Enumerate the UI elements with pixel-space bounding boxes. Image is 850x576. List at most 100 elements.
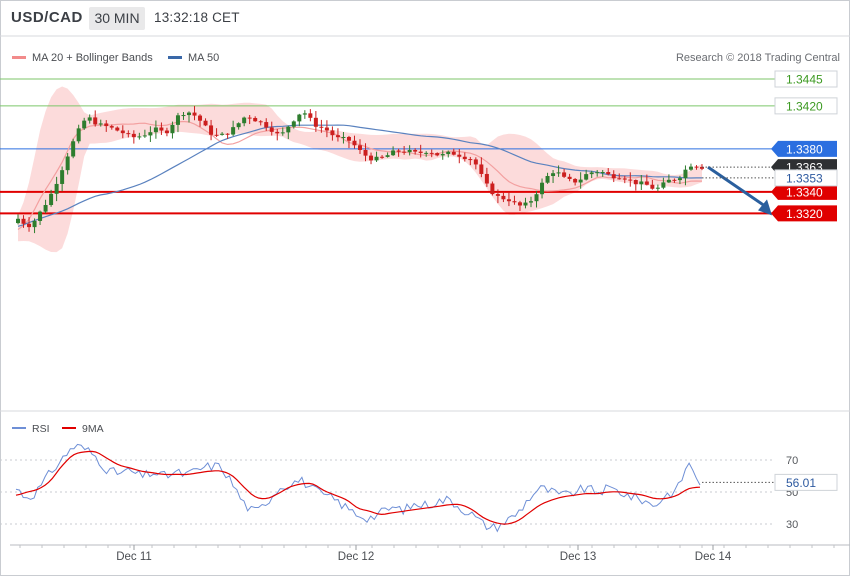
candle-body	[374, 156, 379, 161]
candle-body	[600, 172, 605, 174]
candle-body	[473, 159, 478, 165]
candle-body	[451, 151, 456, 155]
candle-body	[82, 120, 87, 129]
candle-body	[418, 151, 423, 153]
candle-body	[115, 127, 120, 131]
bollinger-band-fill	[18, 86, 702, 253]
candle-body	[253, 117, 258, 122]
candle-body	[363, 149, 368, 156]
candle-body	[225, 133, 230, 135]
candle-body	[335, 135, 340, 138]
level-tag-1.3445	[774, 70, 838, 88]
candle-body	[380, 156, 385, 158]
level-label-1.3340: 1.3340	[786, 185, 823, 199]
candle-body	[683, 169, 688, 179]
candles	[16, 105, 704, 234]
candle-body	[700, 166, 704, 169]
candle-body	[396, 150, 401, 152]
candle-body	[369, 155, 374, 161]
rsi-last-label: 56.01	[786, 476, 816, 490]
key-levels: 1.3445 1.3420 1.3380 1.3340 1.3320	[0, 70, 838, 222]
candle-body	[247, 117, 252, 119]
forecast-arrow-head	[758, 199, 772, 216]
main-legend: MA 20 + Bollinger Bands MA 50	[12, 52, 219, 64]
forecast-arrow-shaft	[707, 165, 765, 207]
candle-body	[148, 132, 153, 136]
candle-body	[495, 194, 500, 196]
candle-body	[584, 174, 589, 180]
candle-body	[203, 120, 208, 126]
candle-body	[512, 201, 517, 203]
x-tick-label: Dec 13	[560, 551, 596, 563]
x-tick-label: Dec 12	[338, 551, 374, 563]
candle-body	[573, 178, 578, 183]
candle-body	[589, 172, 594, 175]
x-tick-label: Dec 14	[695, 551, 732, 563]
candle-body	[21, 218, 26, 224]
candle-body	[16, 218, 20, 224]
symbol-label: USD/CAD	[11, 9, 83, 26]
candle-body	[457, 154, 462, 157]
rsi-line	[15, 443, 701, 533]
candle-body	[38, 211, 43, 221]
candle-body	[578, 179, 583, 183]
candle-body	[391, 150, 396, 156]
candle-body	[76, 128, 81, 142]
candle-body	[633, 180, 638, 185]
candle-body	[407, 149, 412, 153]
candle-body	[672, 179, 677, 181]
legend-swatch-rsi	[12, 427, 26, 429]
candle-body	[198, 115, 203, 121]
ma50-value-label: 1.3353	[786, 171, 823, 185]
candle-body	[324, 127, 329, 131]
candle-body	[639, 181, 644, 185]
ma50-tag	[774, 169, 838, 187]
bollinger-band	[18, 86, 702, 253]
legend-swatch-ma50	[168, 56, 182, 59]
candle-body	[236, 123, 241, 128]
candle-body	[611, 174, 616, 179]
candle-body	[330, 130, 335, 136]
candle-body	[567, 176, 572, 179]
x-axis-labels: Dec 11 Dec 12 Dec 13 Dec 14	[19, 545, 835, 563]
copyright-notice: Research © 2018 Trading Central	[676, 52, 840, 64]
level-label-1.3445: 1.3445	[786, 73, 823, 87]
candle-body	[617, 178, 622, 180]
candle-body	[137, 136, 142, 138]
candle-body	[595, 172, 600, 174]
candle-body	[655, 187, 660, 189]
candle-body	[187, 112, 191, 116]
candle-body	[402, 151, 407, 153]
candle-body	[258, 121, 263, 123]
candle-body	[131, 133, 136, 138]
candle-body	[462, 156, 467, 160]
x-tick-label: Dec 11	[116, 551, 152, 563]
level-label-1.3420: 1.3420	[786, 99, 823, 113]
candle-body	[269, 127, 274, 132]
candle-body	[313, 117, 318, 127]
level-tag-1.3380	[771, 140, 837, 157]
candle-body	[43, 205, 48, 212]
candle-body	[153, 127, 158, 133]
candle-body	[264, 122, 269, 128]
candle-body	[562, 172, 567, 177]
candle-body	[87, 117, 92, 121]
candle-body	[175, 115, 180, 125]
period-selector[interactable]: 30 MIN	[89, 7, 145, 30]
candle-body	[468, 159, 473, 161]
candle-body	[385, 155, 390, 157]
candle-body	[424, 152, 429, 154]
candle-body	[126, 133, 131, 135]
candle-body	[352, 140, 357, 146]
candle-body	[27, 223, 32, 228]
candle-body	[479, 164, 484, 174]
candle-body	[413, 149, 418, 152]
candle-body	[297, 114, 302, 122]
chart-header: USD/CAD 30 MIN 13:32:18 CET	[0, 0, 850, 36]
candle-body	[54, 183, 59, 194]
candle-body	[677, 178, 682, 181]
level-tag-1.3420	[774, 97, 838, 115]
candle-body	[435, 153, 440, 156]
